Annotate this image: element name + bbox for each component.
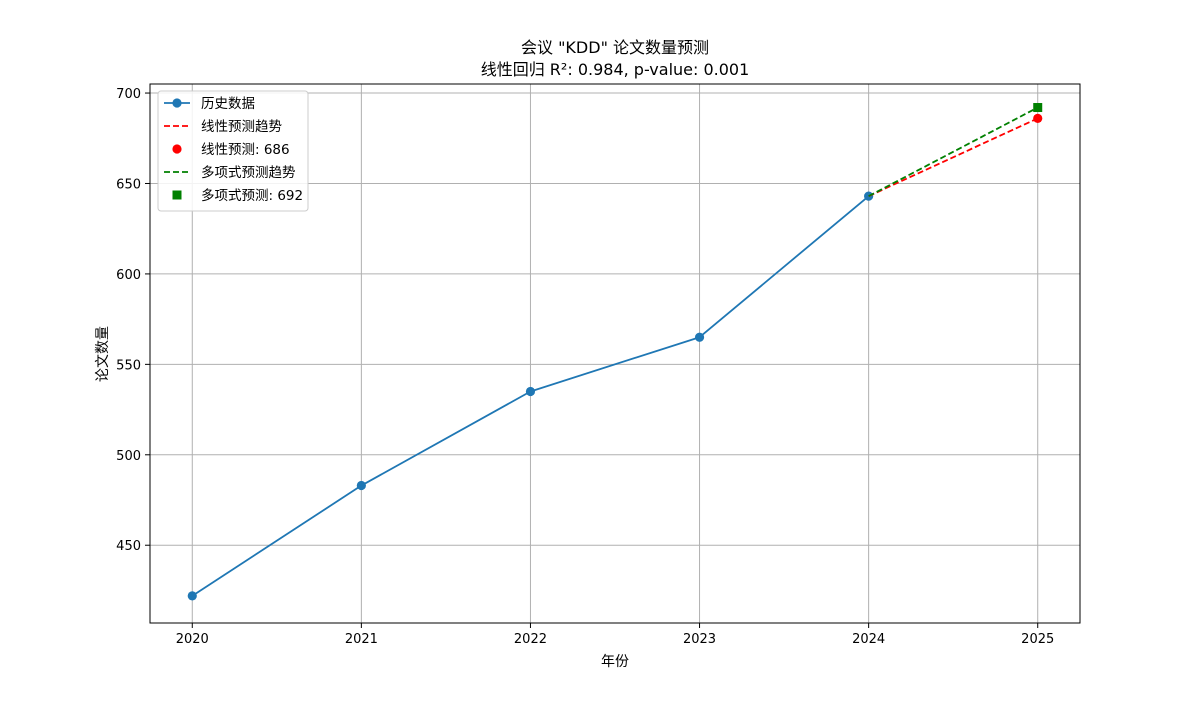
y-tick-label: 500	[116, 449, 141, 464]
x-tick-label: 2023	[683, 632, 716, 647]
y-tick-label: 600	[116, 268, 141, 283]
data-point	[526, 387, 535, 396]
x-tick-label: 2022	[514, 632, 547, 647]
legend-label: 多项式预测趋势	[201, 164, 296, 181]
data-point	[1033, 114, 1042, 123]
legend-label: 历史数据	[201, 96, 255, 112]
series-4	[1033, 103, 1042, 112]
data-point	[1033, 103, 1042, 112]
y-tick-label: 550	[116, 358, 141, 373]
data-point	[357, 481, 366, 490]
y-tick-label: 450	[116, 539, 141, 554]
y-tick-label: 700	[116, 87, 141, 102]
x-tick-label: 2024	[852, 632, 885, 647]
data-point	[695, 333, 704, 342]
x-tick-label: 2021	[345, 632, 378, 647]
legend-swatch-marker	[172, 144, 181, 153]
x-axis-label: 年份	[601, 654, 629, 670]
legend-swatch-marker	[173, 191, 182, 200]
legend-label: 线性预测趋势	[201, 119, 282, 135]
x-tick-label: 2025	[1021, 632, 1054, 647]
y-axis-label: 论文数量	[95, 326, 111, 382]
data-point	[188, 591, 197, 600]
legend-label: 多项式预测: 692	[201, 187, 303, 204]
legend-label: 线性预测: 686	[201, 142, 290, 158]
y-tick-label: 650	[116, 177, 141, 192]
x-tick-label: 2020	[176, 632, 209, 647]
data-point	[864, 192, 873, 201]
chart-title: 会议 "KDD" 论文数量预测	[521, 38, 709, 57]
series-2	[1033, 114, 1042, 123]
chart-subtitle: 线性回归 R²: 0.984, p-value: 0.001	[481, 60, 750, 79]
legend-swatch-marker	[172, 98, 181, 107]
